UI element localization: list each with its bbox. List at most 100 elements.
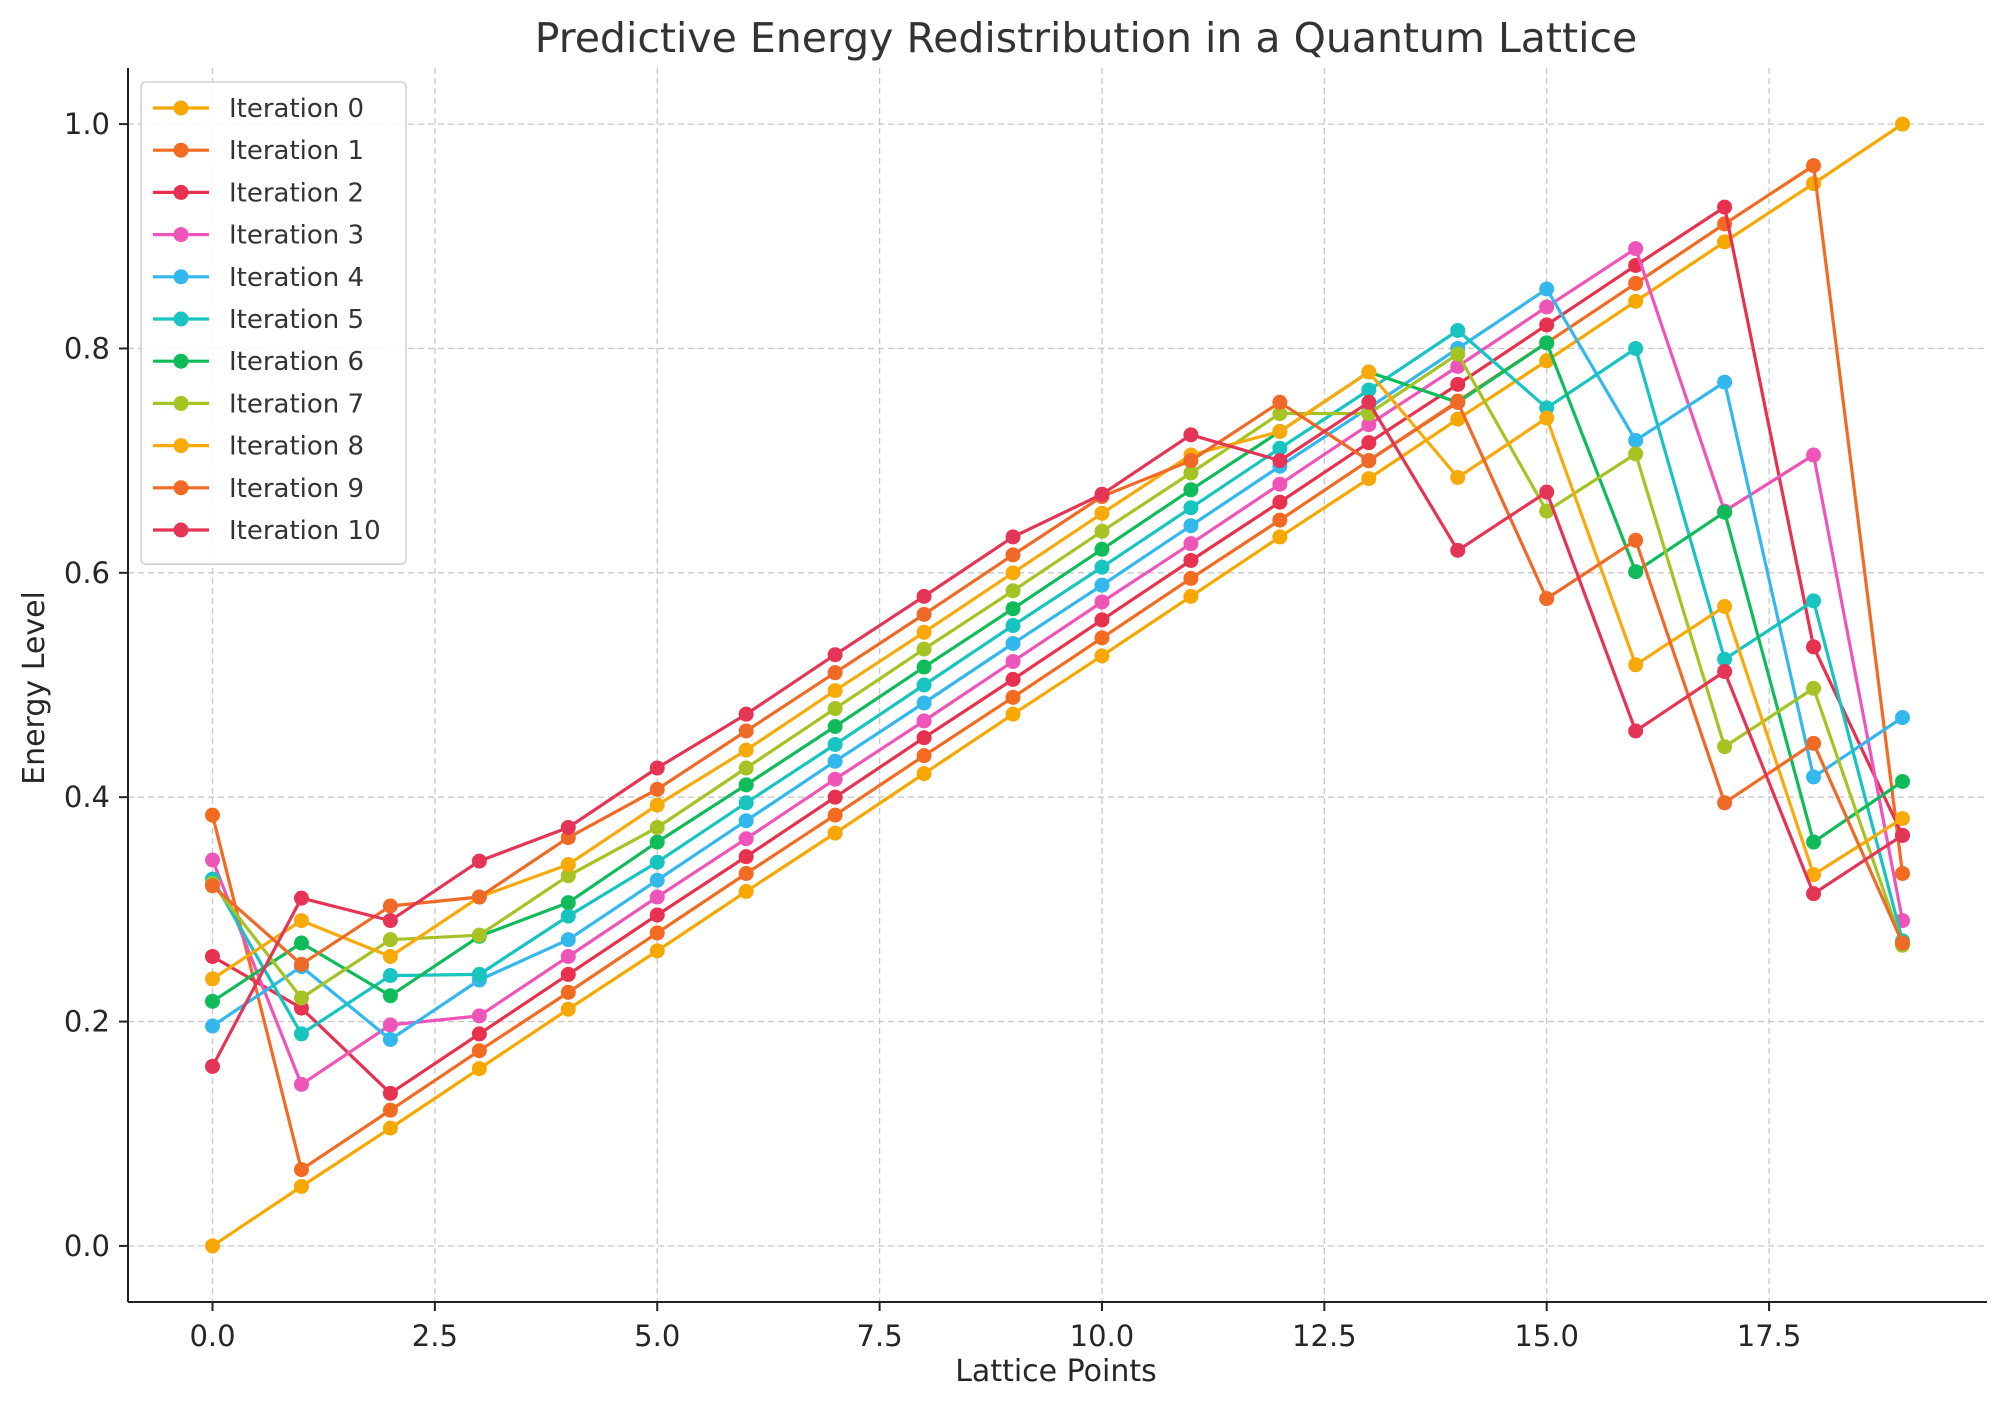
data-point (1539, 281, 1555, 297)
x-tick-label: 10.0 (1070, 1319, 1135, 1353)
data-point (1539, 591, 1555, 607)
series-0 (205, 116, 1910, 1254)
data-point (1272, 406, 1288, 422)
series-line (211, 287, 1904, 1042)
data-point (827, 825, 843, 841)
data-point (916, 695, 932, 711)
legend-label: Iteration 5 (229, 305, 364, 335)
data-point (1450, 394, 1466, 410)
legend-label: Iteration 9 (229, 474, 364, 504)
y-tick-label: 0.0 (64, 1229, 110, 1263)
data-point (382, 898, 398, 914)
data-point (205, 852, 220, 868)
data-point (1005, 529, 1021, 545)
data-point (1183, 536, 1199, 552)
data-point (1450, 346, 1466, 362)
data-point (560, 948, 576, 964)
data-point (738, 849, 754, 865)
series-line (211, 370, 1904, 981)
data-point (471, 1061, 487, 1077)
tick-labels: 0.0 2.5 5.0 7.5 10.0 12.5 15.0 17.5 0.0 0.2 0.4 0.6… (64, 107, 1801, 1353)
data-point (738, 706, 754, 722)
data-point (293, 913, 309, 929)
data-point (560, 932, 576, 948)
data-point (827, 807, 843, 823)
data-point (1005, 653, 1021, 669)
data-point (1717, 739, 1733, 755)
data-point (649, 872, 665, 888)
data-point (738, 742, 754, 758)
data-point (649, 834, 665, 850)
data-point (1539, 410, 1555, 426)
data-point (560, 895, 576, 911)
data-point (1183, 453, 1199, 469)
data-point (1717, 651, 1733, 667)
data-point (293, 956, 309, 972)
legend-item: Iteration 8 (153, 432, 364, 462)
data-point (649, 781, 665, 797)
data-point (1361, 453, 1377, 469)
legend-label: Iteration 8 (229, 432, 364, 462)
data-point (205, 993, 220, 1009)
data-point (916, 624, 932, 640)
data-point (1005, 689, 1021, 705)
data-point (205, 948, 220, 964)
legend-marker (173, 311, 189, 327)
data-point (382, 932, 398, 948)
data-point (1272, 394, 1288, 410)
data-point (205, 1018, 220, 1034)
data-point (1094, 523, 1110, 539)
data-point (205, 878, 220, 894)
data-point (1806, 158, 1822, 174)
legend-label: Iteration 10 (229, 516, 381, 546)
data-point (1628, 241, 1644, 257)
data-point (1628, 446, 1644, 462)
data-point (1361, 435, 1377, 451)
data-point (293, 990, 309, 1006)
data-point (1361, 394, 1377, 410)
data-point (1450, 411, 1466, 427)
x-tick-label: 12.5 (1292, 1319, 1357, 1353)
data-point (382, 913, 398, 929)
data-point (560, 908, 576, 924)
data-point (1094, 577, 1110, 593)
series-9 (205, 394, 1910, 972)
axes (119, 68, 1987, 1311)
legend-item: Iteration 0 (153, 94, 364, 124)
data-point (827, 789, 843, 805)
data-point (1005, 565, 1021, 581)
data-point (1895, 710, 1910, 726)
data-point (916, 588, 932, 604)
data-point (1183, 588, 1199, 604)
data-point (827, 753, 843, 769)
x-tick-label: 17.5 (1737, 1319, 1802, 1353)
data-point (1628, 532, 1644, 548)
series-line (211, 247, 1905, 1087)
data-point (382, 1085, 398, 1101)
data-point (827, 665, 843, 681)
data-point (1094, 486, 1110, 502)
data-point (471, 927, 487, 943)
data-point (1717, 795, 1733, 811)
data-point (1628, 293, 1644, 309)
data-point (560, 984, 576, 1000)
legend-label: Iteration 3 (229, 221, 364, 251)
data-point (1361, 382, 1377, 398)
data-point (1094, 505, 1110, 521)
legend-marker (173, 184, 189, 200)
legend-marker (173, 438, 189, 454)
data-point (205, 807, 220, 823)
legend-label: Iteration 2 (229, 178, 364, 208)
legend: Iteration 0 Iteration 1 Iteration 2 Iterati… (140, 81, 407, 566)
data-point (560, 819, 576, 835)
data-point (738, 865, 754, 881)
data-point (916, 730, 932, 746)
data-point (738, 831, 754, 847)
data-point (1895, 773, 1910, 789)
y-tick-label: 1.0 (64, 107, 110, 141)
data-point (1628, 564, 1644, 580)
legend-marker (173, 100, 189, 116)
data-point (1806, 867, 1822, 883)
data-point (560, 868, 576, 884)
